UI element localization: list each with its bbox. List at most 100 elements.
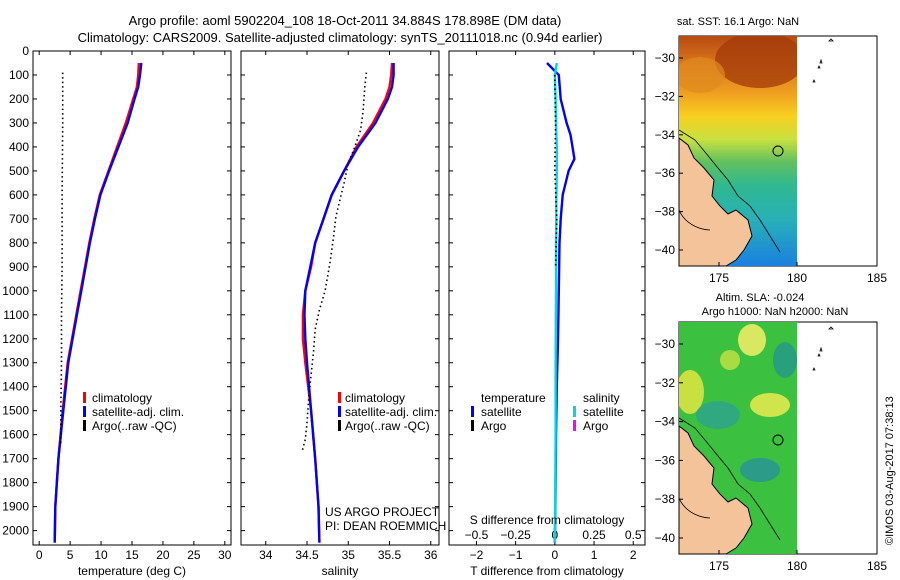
legend-label-climatology: climatology — [92, 391, 152, 405]
map-y-tick-label: −30 — [655, 337, 676, 351]
sla-low-2 — [773, 342, 797, 378]
legend-swatch-climatology — [83, 392, 86, 403]
legend-swatch-t-satellite — [471, 406, 474, 417]
series-argo-temperature — [553, 74, 558, 267]
y-tick-label: 500 — [9, 164, 29, 178]
bathymetry-contour-2 — [679, 190, 711, 231]
x-tick-label: 2 — [630, 548, 637, 562]
map-y-tick-label: −30 — [655, 51, 676, 65]
sst-map-title: sat. SST: 16.1 Argo: NaN — [677, 16, 799, 28]
y-tick-label: 1100 — [3, 308, 29, 322]
y-tick-label: 1900 — [2, 500, 29, 514]
sla-high-3 — [750, 393, 790, 417]
map-x-tick-label: 180 — [787, 559, 807, 573]
x-tick-label: 0 — [36, 548, 43, 562]
map-y-tick-label: −40 — [655, 243, 676, 257]
x-tick-label: −1 — [509, 548, 523, 562]
salinity-xlabel: salinity — [322, 564, 359, 578]
x-tick-label: 35.5 — [378, 548, 402, 562]
map-y-tick-label: −40 — [655, 531, 676, 545]
difference-panel — [448, 50, 646, 546]
x-tick-label: 30 — [218, 548, 232, 562]
y-tick-label: 100 — [9, 68, 29, 82]
sla-low-1 — [696, 401, 740, 429]
sla-map-title-1: Altim. SLA: -0.024 — [716, 292, 805, 304]
map-y-tick-label: −38 — [655, 205, 676, 219]
salinity-panel — [240, 50, 440, 546]
x-tick-label: 1 — [591, 548, 598, 562]
legend-swatch-s-argo — [573, 420, 576, 431]
sla-high-2 — [679, 370, 704, 414]
sst-map — [678, 35, 878, 267]
map-y-tick-label: −38 — [655, 492, 676, 506]
map-y-tick-label: −34 — [655, 415, 676, 429]
legend-swatch-argo — [83, 420, 86, 431]
legend-label-satellite: satellite-adj. clim. — [92, 405, 184, 419]
x-tick-label: 0 — [551, 548, 558, 562]
legend-label-s-argo: Argo — [583, 419, 609, 433]
map-y-tick-label: −36 — [655, 166, 676, 180]
legend-title-salinity: salinity — [583, 391, 620, 405]
x-tick-label: 10 — [94, 548, 108, 562]
map-y-tick-label: −34 — [655, 128, 676, 142]
x-tick-label: 25 — [187, 548, 201, 562]
y-tick-label: 400 — [9, 140, 29, 154]
y-tick-label: 300 — [9, 116, 29, 130]
series-satellite-adj-clim- — [303, 63, 395, 543]
kermadec-islands — [812, 38, 834, 83]
salinity-plot: 34 34.5 35 35.5 36 — [241, 50, 439, 562]
legend-swatch-s-satellite — [573, 406, 576, 417]
sla-map-axes: 175 180 185 −30 −32 −34 −36 −38 −40 — [655, 337, 888, 573]
map-x-tick-label: 175 — [709, 559, 729, 573]
land-north-island — [679, 137, 753, 266]
x-tick-label: −2 — [470, 548, 484, 562]
x-tick-label: 20 — [156, 548, 170, 562]
y-tick-label: 900 — [9, 260, 29, 274]
temperature-legend: climatology satellite-adj. clim. Argo(..… — [83, 391, 184, 433]
project-annotation: US ARGO PROJECT — [325, 505, 440, 519]
legend-label-satellite: satellite-adj. clim. — [345, 405, 437, 419]
x-tick-label: 36 — [424, 548, 438, 562]
x2-tick-label: 0.5 — [625, 528, 642, 542]
y-tick-label: 2000 — [2, 524, 29, 538]
sla-map — [678, 321, 878, 555]
x-tick-label: 5 — [67, 548, 74, 562]
map-y-tick-label: −32 — [655, 89, 676, 103]
legend-label-t-satellite: satellite — [481, 405, 522, 419]
map-x-tick-label: 175 — [709, 271, 729, 285]
y-tick-label: 1400 — [2, 380, 29, 394]
sst-map-axes: 175 180 185 −30 −32 −34 −36 −38 −40 — [655, 51, 888, 285]
header-line-1: Argo profile: aoml 5902204_108 18-Oct-20… — [129, 13, 562, 28]
difference-x2label: S difference from climatology — [470, 513, 625, 527]
map-y-tick-label: −32 — [655, 376, 676, 390]
sst-warm-patch — [679, 57, 725, 93]
y-tick-label: 1000 — [2, 284, 29, 298]
legend-label-t-argo: Argo — [481, 419, 507, 433]
bathymetry-contour — [679, 417, 781, 541]
series-salinity-satellite — [553, 62, 558, 543]
y-tick-label: 1500 — [2, 404, 29, 418]
y-tick-label: 1600 — [2, 428, 29, 442]
sla-low-3 — [740, 458, 780, 482]
sla-high-1 — [738, 324, 766, 356]
temperature-plot: 0 5 10 15 20 25 300100200300400500600700800900… — [2, 44, 232, 562]
legend-label-climatology: climatology — [345, 391, 405, 405]
salinity-legend: climatology satellite-adj. clim. Argo(..… — [338, 391, 437, 433]
argo-float-marker — [772, 145, 784, 157]
x-tick-label: 35 — [342, 548, 356, 562]
y-tick-label: 800 — [9, 236, 29, 250]
map-y-tick-label: −36 — [655, 453, 676, 467]
sst-warm-core — [715, 36, 797, 88]
legend-swatch-satellite — [83, 406, 86, 417]
difference-plot: −2 −1 0 1 2−0.5 −0.25 0 0.25 0.5 — [449, 50, 645, 562]
pi-annotation: PI: DEAN ROEMMICH — [325, 519, 446, 533]
legend-swatch-climatology — [338, 392, 341, 403]
series-satellite-adj-clim- — [53, 62, 143, 543]
y-tick-label: 600 — [9, 188, 29, 202]
y-tick-label: 1800 — [2, 476, 29, 490]
y-tick-label: 1700 — [2, 452, 29, 466]
header-line-2: Climatology: CARS2009. Satellite-adjuste… — [78, 30, 603, 45]
legend-title-temperature: temperature — [481, 391, 546, 405]
legend-swatch-argo — [338, 420, 341, 431]
